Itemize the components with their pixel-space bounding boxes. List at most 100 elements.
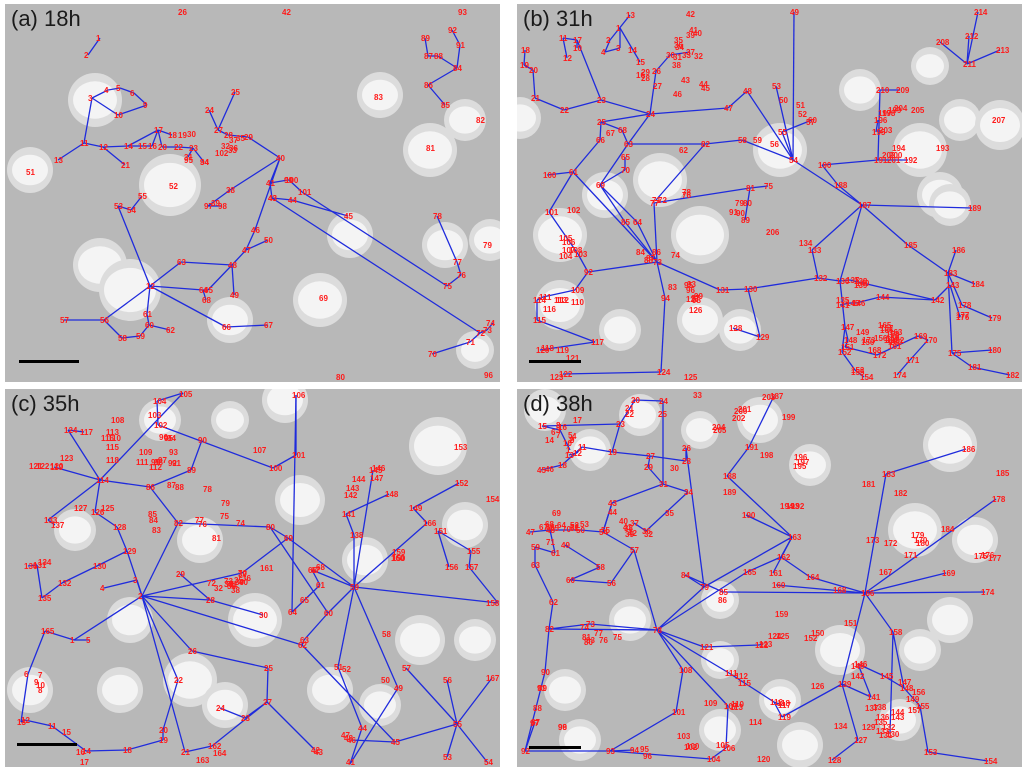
node-label: 75 xyxy=(764,182,773,191)
cell-body xyxy=(604,316,636,344)
node-label: 117 xyxy=(591,338,604,347)
node-label: 196 xyxy=(874,116,888,125)
node-label: 87 xyxy=(531,718,540,727)
node-label: 154 xyxy=(860,373,874,382)
node-label: 111 xyxy=(136,458,149,467)
node-label: 13 xyxy=(565,451,574,460)
node-label: 90 xyxy=(198,436,207,445)
network-edge xyxy=(927,751,989,762)
node-label: 19 xyxy=(608,448,617,457)
network-edge xyxy=(579,529,604,533)
node-label: 79 xyxy=(700,583,709,592)
node-label: 32 xyxy=(694,52,703,61)
network-edge xyxy=(576,39,602,101)
network-edge xyxy=(225,324,269,328)
network-edge xyxy=(141,572,243,597)
node-label: 42 xyxy=(311,746,320,755)
node-label: 99 xyxy=(694,292,703,301)
node-label: 16 xyxy=(558,423,567,432)
node-label: 47 xyxy=(724,104,733,113)
node-label: 94 xyxy=(661,294,670,303)
network-edge xyxy=(437,530,472,552)
node-label: 100 xyxy=(269,464,283,473)
node-label: 29 xyxy=(176,570,185,579)
node-label: 25 xyxy=(597,118,606,127)
network-edge xyxy=(864,592,894,633)
node-label: 68 xyxy=(316,563,325,572)
node-label: 129 xyxy=(123,547,137,556)
network-edge xyxy=(780,556,811,578)
node-label: 28 xyxy=(682,457,691,466)
network-edge xyxy=(746,556,782,573)
node-label: 94 xyxy=(167,434,176,443)
network-edge xyxy=(660,297,666,373)
node-label: 189 xyxy=(968,204,982,213)
node-label: 126 xyxy=(811,682,825,691)
node-label: 160 xyxy=(772,581,786,590)
node-label: 6 xyxy=(130,89,135,98)
network-edge xyxy=(647,455,651,468)
node-label: 210 xyxy=(876,86,890,95)
network-edge xyxy=(184,745,213,753)
node-label: 14 xyxy=(545,436,554,445)
node-label: 137 xyxy=(865,704,879,713)
cell-body xyxy=(233,601,277,639)
network-edge xyxy=(534,564,554,603)
node-label: 137 xyxy=(846,276,860,285)
node-label: 61 xyxy=(551,549,560,558)
network-edge xyxy=(456,44,461,69)
network-edge xyxy=(719,288,749,291)
cell-body xyxy=(564,726,596,754)
node-label: 45 xyxy=(701,84,710,93)
node-label: 33 xyxy=(693,391,702,400)
cell-body xyxy=(144,406,176,434)
network-edge xyxy=(524,671,546,752)
node-label: 120 xyxy=(757,755,771,764)
node-label: 74 xyxy=(580,623,589,632)
node-label: 18 xyxy=(521,46,530,55)
network-edge xyxy=(209,599,264,616)
network-edge xyxy=(149,285,204,291)
node-label: 67 xyxy=(264,321,273,330)
node-label: 101 xyxy=(298,188,312,197)
node-label: 54 xyxy=(484,758,493,767)
network-edge xyxy=(821,159,879,166)
network-edge xyxy=(405,667,458,725)
scale-bar-d xyxy=(529,746,581,749)
node-label: 25 xyxy=(231,88,240,97)
node-label: 39 xyxy=(211,199,220,208)
node-label: 88 xyxy=(533,704,542,713)
node-label: 79 xyxy=(221,499,230,508)
node-label: 133 xyxy=(44,516,58,525)
node-label: 79 xyxy=(483,241,492,250)
node-label: 64 xyxy=(633,218,642,227)
network-edge xyxy=(587,261,658,273)
node-label: 106 xyxy=(562,238,576,247)
node-label: 55 xyxy=(453,720,462,729)
network-edge xyxy=(907,244,949,274)
network-edge xyxy=(87,37,101,56)
node-label: 56 xyxy=(100,316,109,325)
node-label: 92 xyxy=(584,268,593,277)
node-label: 195 xyxy=(793,462,807,471)
node-label: 17 xyxy=(154,126,163,135)
network-edge xyxy=(544,628,550,673)
node-label: 37 xyxy=(238,570,247,579)
node-label: 18 xyxy=(168,131,177,140)
node-label: 58 xyxy=(596,563,605,572)
node-label: 14 xyxy=(82,747,91,756)
node-label: 181 xyxy=(968,363,982,372)
cell-body xyxy=(216,408,244,432)
node-label: 178 xyxy=(992,495,1006,504)
node-label: 131 xyxy=(33,561,47,570)
network-edge xyxy=(653,187,751,204)
network-edge xyxy=(971,366,1011,376)
network-edge xyxy=(94,479,101,513)
cell-body xyxy=(587,179,623,211)
network-edge xyxy=(817,277,841,282)
node-label: 91 xyxy=(729,208,738,217)
node-label: 108 xyxy=(569,246,583,255)
node-label: 155 xyxy=(916,702,930,711)
node-label: 157 xyxy=(908,706,922,715)
